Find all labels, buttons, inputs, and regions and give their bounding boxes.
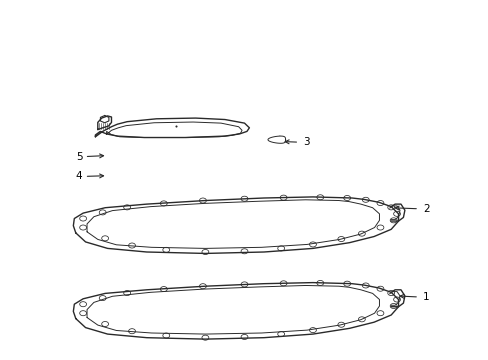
Text: 4: 4 [76, 171, 82, 181]
Text: 3: 3 [303, 137, 309, 147]
Text: 2: 2 [422, 204, 429, 214]
Text: 1: 1 [422, 292, 429, 302]
Polygon shape [267, 136, 285, 143]
Text: 5: 5 [76, 152, 82, 162]
Polygon shape [98, 116, 111, 130]
